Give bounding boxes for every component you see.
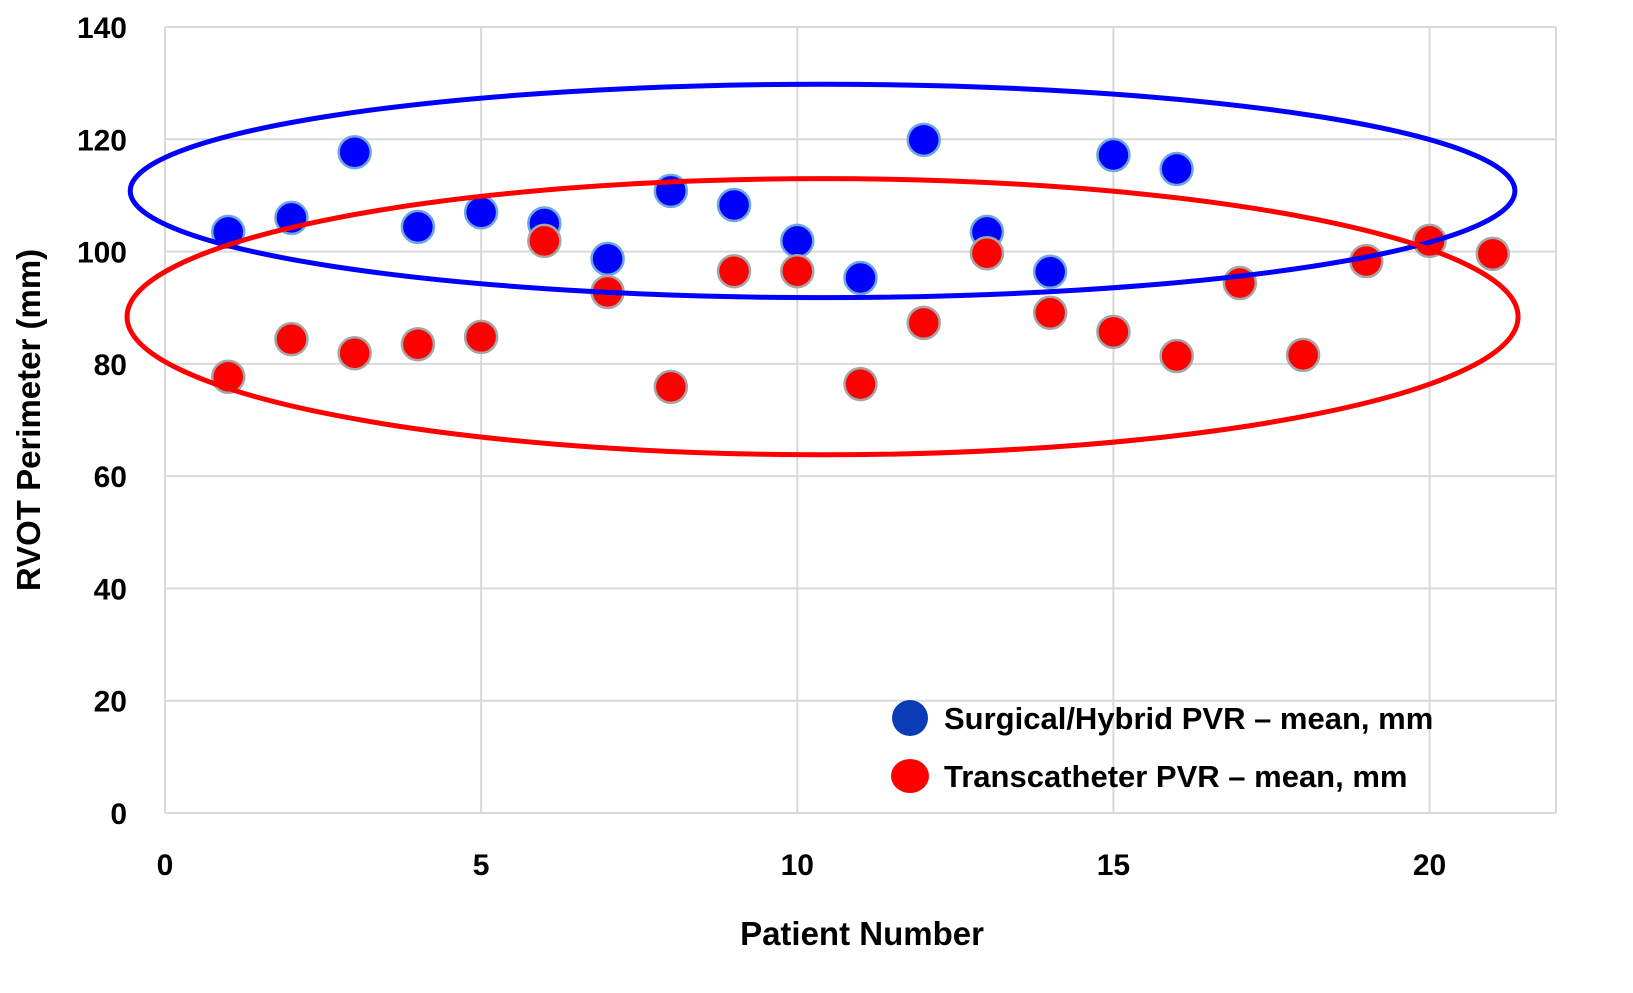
tick-labels: 0 20 40 60 80 100 120 140 0 5 10 15 20 <box>77 12 1446 882</box>
y-axis-label: RVOT Perimeter (mm) <box>10 249 47 591</box>
transcatheter-point <box>780 253 815 289</box>
x-tick-label: 5 <box>473 849 490 882</box>
red-group-ellipse <box>124 176 1521 458</box>
transcatheter-point <box>1032 295 1068 331</box>
x-axis-label: Patient Number <box>740 915 984 952</box>
transcatheter-point <box>527 223 562 259</box>
y-tick-label: 120 <box>77 124 127 157</box>
surgical-point <box>1096 137 1131 173</box>
surgical-point <box>716 187 752 223</box>
surgical-point <box>337 134 372 170</box>
data-points <box>210 122 1511 405</box>
legend-marker-surgical <box>892 700 928 736</box>
surgical-point <box>843 260 878 296</box>
transcatheter-point <box>1222 265 1258 301</box>
transcatheter-point <box>653 369 689 405</box>
surgical-point <box>1032 254 1068 290</box>
legend-marker-transcatheter <box>891 759 929 793</box>
y-tick-label: 80 <box>94 349 127 382</box>
transcatheter-point <box>906 305 941 341</box>
surgical-point <box>463 195 499 230</box>
transcatheter-point <box>843 366 878 402</box>
blue-group-ellipse <box>127 81 1518 301</box>
transcatheter-point <box>1096 314 1131 350</box>
y-tick-label: 100 <box>77 237 127 270</box>
y-tick-label: 20 <box>94 686 127 719</box>
transcatheter-point <box>1285 337 1321 373</box>
transcatheter-point <box>1475 236 1511 272</box>
x-tick-label: 10 <box>781 849 814 882</box>
transcatheter-point <box>463 319 499 355</box>
x-tick-label: 20 <box>1413 849 1446 882</box>
y-tick-label: 60 <box>94 461 127 494</box>
surgical-point <box>1159 151 1194 187</box>
x-tick-label: 0 <box>157 849 174 882</box>
transcatheter-point <box>716 253 752 289</box>
transcatheter-point <box>400 326 436 362</box>
y-tick-label: 0 <box>110 798 127 831</box>
transcatheter-point <box>969 236 1005 271</box>
annotation-ellipses <box>124 81 1521 458</box>
legend-label-surgical: Surgical/Hybrid PVR – mean, mm <box>944 701 1433 736</box>
surgical-point <box>780 223 815 259</box>
surgical-point <box>400 209 436 245</box>
transcatheter-point <box>1159 338 1194 374</box>
x-tick-label: 15 <box>1097 849 1130 882</box>
y-tick-label: 140 <box>77 12 127 45</box>
surgical-point <box>906 122 941 158</box>
legend: Surgical/Hybrid PVR – mean, mm Transcath… <box>891 700 1433 794</box>
transcatheter-point <box>274 321 309 357</box>
transcatheter-point <box>337 335 372 371</box>
legend-label-transcatheter: Transcatheter PVR – mean, mm <box>944 759 1407 794</box>
y-tick-label: 40 <box>94 573 127 606</box>
surgical-point <box>590 241 625 277</box>
